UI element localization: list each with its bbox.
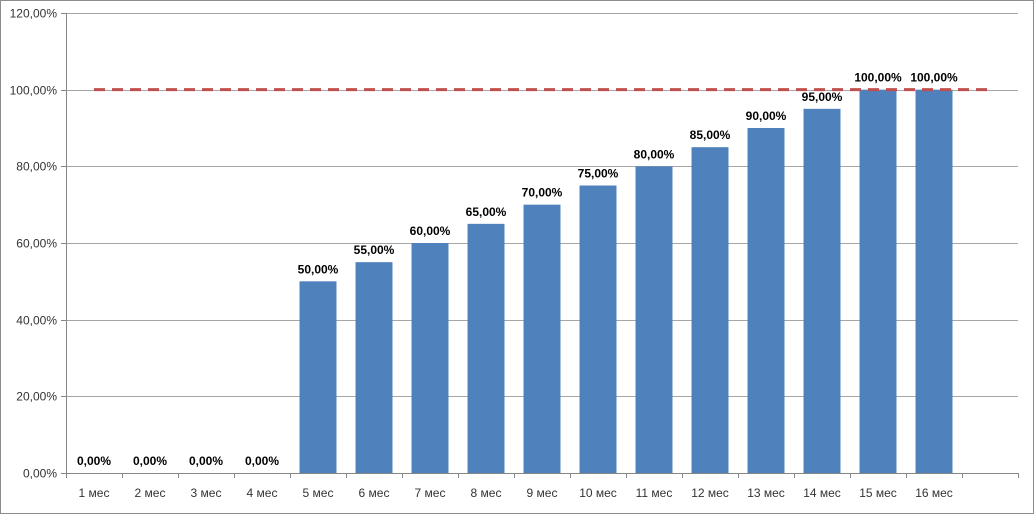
data-label: 95,00%: [802, 90, 843, 104]
x-tick-label: 8 мес: [471, 486, 502, 500]
x-tick-label: 12 мес: [691, 486, 729, 500]
x-tick-label: 1 мес: [79, 486, 110, 500]
bar: [635, 166, 673, 474]
bar-series: [299, 89, 953, 474]
y-tick-label: 80,00%: [16, 160, 57, 174]
data-label: 50,00%: [298, 262, 339, 276]
data-label: 100,00%: [854, 71, 902, 85]
x-tick-label: 7 мес: [415, 486, 446, 500]
data-label: 0,00%: [133, 454, 167, 468]
y-axis-tick-labels: 0,00% 20,00% 40,00% 60,00% 80,00% 100,00% 120,…: [10, 7, 58, 481]
bar: [355, 262, 393, 473]
bar: [579, 185, 617, 473]
data-label: 65,00%: [466, 205, 507, 219]
y-tick-label: 20,00%: [16, 390, 57, 404]
x-tick-label: 2 мес: [135, 486, 166, 500]
data-labels: 0,00% 0,00% 0,00% 0,00% 50,00% 55,00% 60,00% 65…: [77, 71, 958, 468]
x-axis-tick-labels: 1 мес 2 мес 3 мес 4 мес 5 мес 6 мес 7 мес 8 мес…: [79, 486, 953, 500]
bar: [467, 223, 505, 473]
y-tick-label: 100,00%: [10, 84, 58, 98]
y-tick-label: 0,00%: [23, 467, 57, 481]
data-label: 0,00%: [245, 454, 279, 468]
x-tick-label: 4 мес: [247, 486, 278, 500]
y-tick-label: 120,00%: [10, 7, 58, 21]
data-label: 0,00%: [77, 454, 111, 468]
x-tick-label: 9 мес: [527, 486, 558, 500]
bar: [747, 128, 785, 473]
x-tick-label: 14 мес: [803, 486, 841, 500]
data-label: 80,00%: [634, 147, 675, 161]
bar: [411, 243, 449, 473]
x-tick-label: 11 мес: [636, 486, 673, 500]
data-label: 70,00%: [522, 186, 563, 200]
data-label: 55,00%: [354, 243, 395, 257]
x-tick-label: 10 мес: [579, 486, 617, 500]
data-label: 85,00%: [690, 128, 731, 142]
x-tick-label: 6 мес: [359, 486, 390, 500]
data-label: 60,00%: [410, 224, 451, 238]
bar: [859, 89, 897, 474]
x-tick-label: 15 мес: [859, 486, 897, 500]
x-tick-label: 5 мес: [303, 486, 334, 500]
x-tick-label: 13 мес: [747, 486, 785, 500]
x-tick-label: 3 мес: [191, 486, 222, 500]
data-label: 90,00%: [746, 109, 787, 123]
data-label: 100,00%: [910, 71, 958, 85]
bar: [915, 89, 953, 474]
bar: [691, 147, 729, 473]
data-label: 75,00%: [578, 167, 619, 181]
y-tick-label: 40,00%: [16, 314, 57, 328]
x-tick-label: 16 мес: [915, 486, 953, 500]
data-label: 0,00%: [189, 454, 223, 468]
bar: [523, 204, 561, 473]
axes: [61, 13, 1019, 478]
bar: [803, 108, 841, 473]
y-tick-label: 60,00%: [16, 237, 57, 251]
bar: [299, 281, 337, 473]
